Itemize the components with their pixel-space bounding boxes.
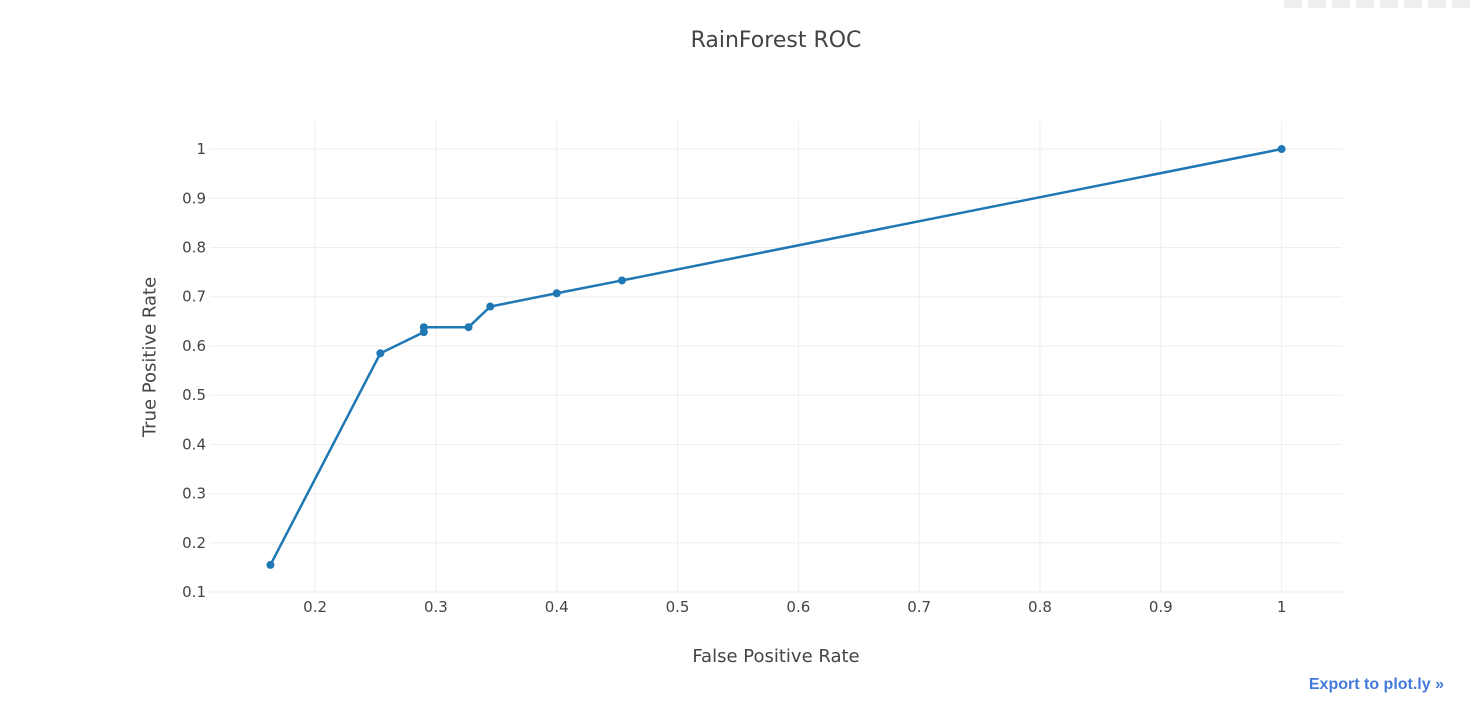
x-tick-label: 0.3 bbox=[424, 598, 448, 616]
x-tick-label: 0.5 bbox=[666, 598, 690, 616]
y-tick-label: 0.6 bbox=[182, 337, 206, 355]
pan-icon[interactable] bbox=[1332, 0, 1350, 8]
zoom-in-icon[interactable] bbox=[1356, 0, 1374, 8]
zoom-out-icon[interactable] bbox=[1380, 0, 1398, 8]
autoscale-icon[interactable] bbox=[1404, 0, 1422, 8]
x-tick-label: 0.2 bbox=[303, 598, 327, 616]
roc-point-marker[interactable] bbox=[376, 349, 385, 358]
roc-point-marker[interactable] bbox=[464, 323, 473, 332]
roc-point-marker[interactable] bbox=[617, 276, 626, 285]
roc-point-marker[interactable] bbox=[266, 560, 275, 569]
reset-axes-icon[interactable] bbox=[1428, 0, 1446, 8]
export-to-plotly-link[interactable]: Export to plot.ly » bbox=[1308, 676, 1444, 693]
y-tick-label: 0.9 bbox=[182, 189, 206, 207]
x-tick-label: 0.7 bbox=[907, 598, 931, 616]
tick-labels: 0.2 0.3 0.4 0.5 0.6 0.7 0.8 0.9 1 0.1 0.2 0.3 0.4 0.5… bbox=[182, 140, 1286, 616]
roc-point-marker[interactable] bbox=[419, 323, 428, 332]
y-tick-label: 0.2 bbox=[182, 534, 206, 552]
modebar-toolbar[interactable] bbox=[1284, 0, 1470, 8]
roc-point-marker[interactable] bbox=[486, 302, 495, 311]
y-tick-label: 0.4 bbox=[182, 435, 206, 453]
y-tick-label: 0.1 bbox=[182, 583, 206, 601]
y-tick-label: 0.8 bbox=[182, 238, 206, 256]
roc-point-marker[interactable] bbox=[552, 289, 561, 298]
x-tick-label: 0.9 bbox=[1149, 598, 1173, 616]
x-tick-label: 0.4 bbox=[545, 598, 569, 616]
camera-icon[interactable] bbox=[1284, 0, 1302, 8]
y-tick-label: 0.5 bbox=[182, 386, 206, 404]
y-tick-label: 0.3 bbox=[182, 485, 206, 503]
x-tick-label: 1 bbox=[1277, 598, 1287, 616]
plotly-logo-icon[interactable] bbox=[1452, 0, 1470, 8]
y-tick-label: 1 bbox=[196, 140, 206, 158]
x-axis-label: False Positive Rate bbox=[692, 646, 860, 667]
y-axis-label: True Positive Rate bbox=[139, 276, 161, 438]
roc-point-marker[interactable] bbox=[1277, 145, 1286, 154]
grid-lines bbox=[210, 121, 1342, 593]
zoom-icon[interactable] bbox=[1308, 0, 1326, 8]
x-tick-label: 0.6 bbox=[786, 598, 810, 616]
roc-curve-line[interactable] bbox=[269, 147, 1282, 566]
x-tick-label: 0.8 bbox=[1028, 598, 1052, 616]
y-tick-label: 0.7 bbox=[182, 288, 206, 306]
series-trace[interactable] bbox=[266, 145, 1286, 569]
chart-title: RainForest ROC bbox=[690, 28, 862, 53]
